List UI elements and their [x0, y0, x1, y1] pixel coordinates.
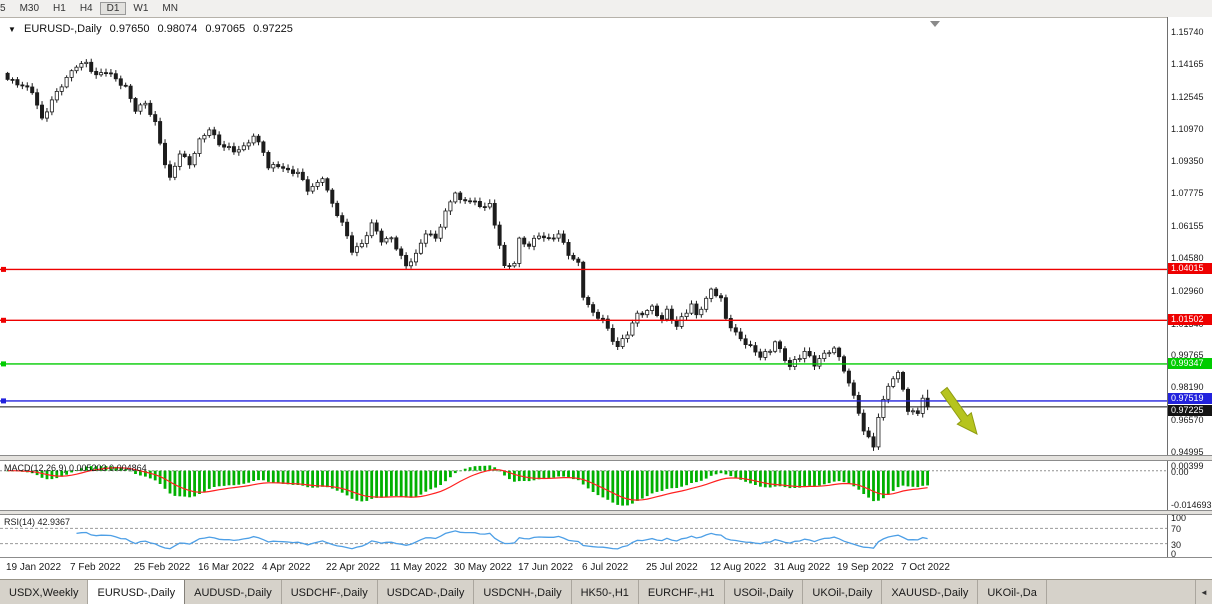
- line-anchor-handle[interactable]: [1, 361, 6, 367]
- date-axis-label: 7 Feb 2022: [70, 562, 121, 573]
- period-button-m30[interactable]: M30: [19, 3, 40, 14]
- tab-eurchf-h1[interactable]: EURCHF-,H1: [639, 580, 725, 604]
- date-axis-label: 19 Sep 2022: [837, 562, 894, 573]
- rsi-line: [76, 530, 928, 550]
- date-axis-label: 25 Jul 2022: [646, 562, 698, 573]
- macd-scale-label: 0.00: [1171, 467, 1189, 477]
- price-scale-label: 1.09350: [1171, 156, 1204, 166]
- tab-usdx-weekly[interactable]: USDX,Weekly: [0, 580, 89, 604]
- line-anchor-handle[interactable]: [1, 317, 6, 323]
- price-scale-label: 0.94995: [1171, 447, 1204, 457]
- hline-price-badge: 1.04015: [1168, 263, 1212, 274]
- rsi-scale-label: 0: [1171, 549, 1177, 559]
- price-scale-label: 1.02960: [1171, 286, 1204, 296]
- chart-close-value: 0.97225: [253, 23, 293, 35]
- tab-ukoil-daily[interactable]: UKOil-,Daily: [803, 580, 883, 604]
- chart-symbol-label: EURUSD-,Daily: [23, 23, 102, 35]
- tab-ukoil-da[interactable]: UKOil-,Da: [978, 580, 1047, 604]
- candlestick-chart[interactable]: [0, 17, 1167, 455]
- line-anchor-handle[interactable]: [1, 398, 6, 404]
- price-scale-label: 1.15740: [1171, 27, 1204, 37]
- hline-price-badge: 1.01502: [1168, 314, 1212, 325]
- tab-usdcnh-daily[interactable]: USDCNH-,Daily: [474, 580, 572, 604]
- rsi-indicator-panel: [0, 515, 1167, 557]
- price-scale-label: 1.14165: [1171, 59, 1204, 69]
- chart-shift-marker-icon[interactable]: [930, 21, 940, 27]
- date-axis-label: 7 Oct 2022: [901, 562, 950, 573]
- tab-xauusd-daily[interactable]: XAUUSD-,Daily: [882, 580, 979, 604]
- macd-indicator-panel: [0, 461, 1167, 510]
- macd-scale-label: 0.00399: [1171, 461, 1204, 471]
- date-axis-label: 12 Aug 2022: [710, 562, 767, 573]
- date-axis-label: 31 Aug 2022: [774, 562, 831, 573]
- date-axis-label: 22 Apr 2022: [326, 562, 380, 573]
- date-axis-label: 25 Feb 2022: [134, 562, 191, 573]
- chart-open-value: 0.97650: [109, 23, 150, 35]
- tab-usdcad-daily[interactable]: USDCAD-,Daily: [378, 580, 475, 604]
- tab-hk50-h1[interactable]: HK50-,H1: [572, 580, 639, 604]
- date-axis-label: 11 May 2022: [390, 562, 448, 573]
- price-scale-label: 1.07775: [1171, 188, 1204, 198]
- rsi-scale-label: 70: [1171, 524, 1182, 534]
- price-scale-label: 0.99765: [1171, 350, 1204, 360]
- symbol-dropdown-icon[interactable]: ▼: [8, 25, 16, 34]
- price-scale-label: 0.98190: [1171, 382, 1204, 392]
- left-arrow-icon: ◄: [1200, 587, 1208, 597]
- price-scale-label: 1.12545: [1171, 92, 1204, 102]
- hline-price-badge: 0.97519: [1168, 393, 1212, 404]
- price-scale[interactable]: 1.15740 1.14165 1.12545 1.10970 1.09350 1.077…: [1167, 17, 1212, 559]
- chart-tab-bar: USDX,Weekly EURUSD-,Daily AUDUSD-,Daily USD…: [0, 579, 1212, 604]
- panel-splitter[interactable]: [0, 510, 1212, 515]
- macd-scale-label: -0.014693: [1171, 500, 1212, 510]
- chart-symbol-header: ▼ EURUSD-,Daily 0.97650 0.98074 0.97065 …: [8, 23, 298, 35]
- rsi-chart: [0, 527, 1167, 550]
- rsi-scale-label: 30: [1171, 540, 1182, 550]
- tab-scroll-left-button[interactable]: ◄: [1195, 580, 1212, 604]
- tab-usoil-daily[interactable]: USOil-,Daily: [725, 580, 804, 604]
- macd-signal-line: [7, 467, 928, 501]
- period-button-5[interactable]: 5: [0, 3, 6, 14]
- period-button-h4[interactable]: H4: [79, 3, 93, 14]
- chart-low-value: 0.97065: [205, 23, 246, 35]
- price-scale-label: 0.96570: [1171, 415, 1204, 425]
- period-button-mn[interactable]: MN: [162, 3, 178, 14]
- tab-usdchf-daily[interactable]: USDCHF-,Daily: [282, 580, 378, 604]
- rsi-scale-label: 100: [1171, 513, 1187, 523]
- price-chart-panel: [0, 17, 1167, 455]
- hline-price-badge: 0.99347: [1168, 358, 1212, 369]
- hline-price-badge: 0.97225: [1168, 405, 1212, 416]
- timeframe-buttons: 5 M30 H1 H4 D1 W1 MN: [0, 2, 185, 15]
- macd-histogram: [6, 465, 929, 506]
- period-button-d1[interactable]: D1: [99, 2, 127, 15]
- tab-eurusd-daily[interactable]: EURUSD-,Daily: [88, 580, 186, 604]
- macd-label: MACD(12,26,9) 0.005203 0.004864: [4, 463, 147, 473]
- date-axis-label: 16 Mar 2022: [198, 562, 255, 573]
- price-scale-label: 1.04580: [1171, 253, 1204, 263]
- rsi-label: RSI(14) 42.9367: [4, 517, 71, 527]
- line-anchor-handle[interactable]: [1, 266, 6, 272]
- date-axis-label: 30 May 2022: [454, 562, 512, 573]
- price-scale-label: 1.10970: [1171, 124, 1204, 134]
- timeframe-toolbar: 5 M30 H1 H4 D1 W1 MN: [0, 0, 1212, 18]
- period-button-w1[interactable]: W1: [133, 3, 149, 14]
- date-axis-label: 17 Jun 2022: [518, 562, 574, 573]
- time-axis[interactable]: 19 Jan 2022 7 Feb 2022 25 Feb 2022 16 Mar 2…: [0, 558, 1212, 579]
- annotation-arrow-icon[interactable]: [940, 386, 978, 435]
- date-axis-label: 19 Jan 2022: [6, 562, 62, 573]
- price-scale-label: 1.06155: [1171, 221, 1204, 231]
- date-axis-label: 6 Jul 2022: [582, 562, 629, 573]
- date-axis-label: 4 Apr 2022: [262, 562, 311, 573]
- chart-high-value: 0.98074: [157, 23, 198, 35]
- tab-audusd-daily[interactable]: AUDUSD-,Daily: [185, 580, 282, 604]
- macd-chart: [0, 465, 1167, 506]
- panel-splitter[interactable]: [0, 455, 1212, 461]
- axis-divider: [0, 557, 1212, 558]
- candles: [5, 58, 930, 451]
- period-button-h1[interactable]: H1: [53, 3, 66, 14]
